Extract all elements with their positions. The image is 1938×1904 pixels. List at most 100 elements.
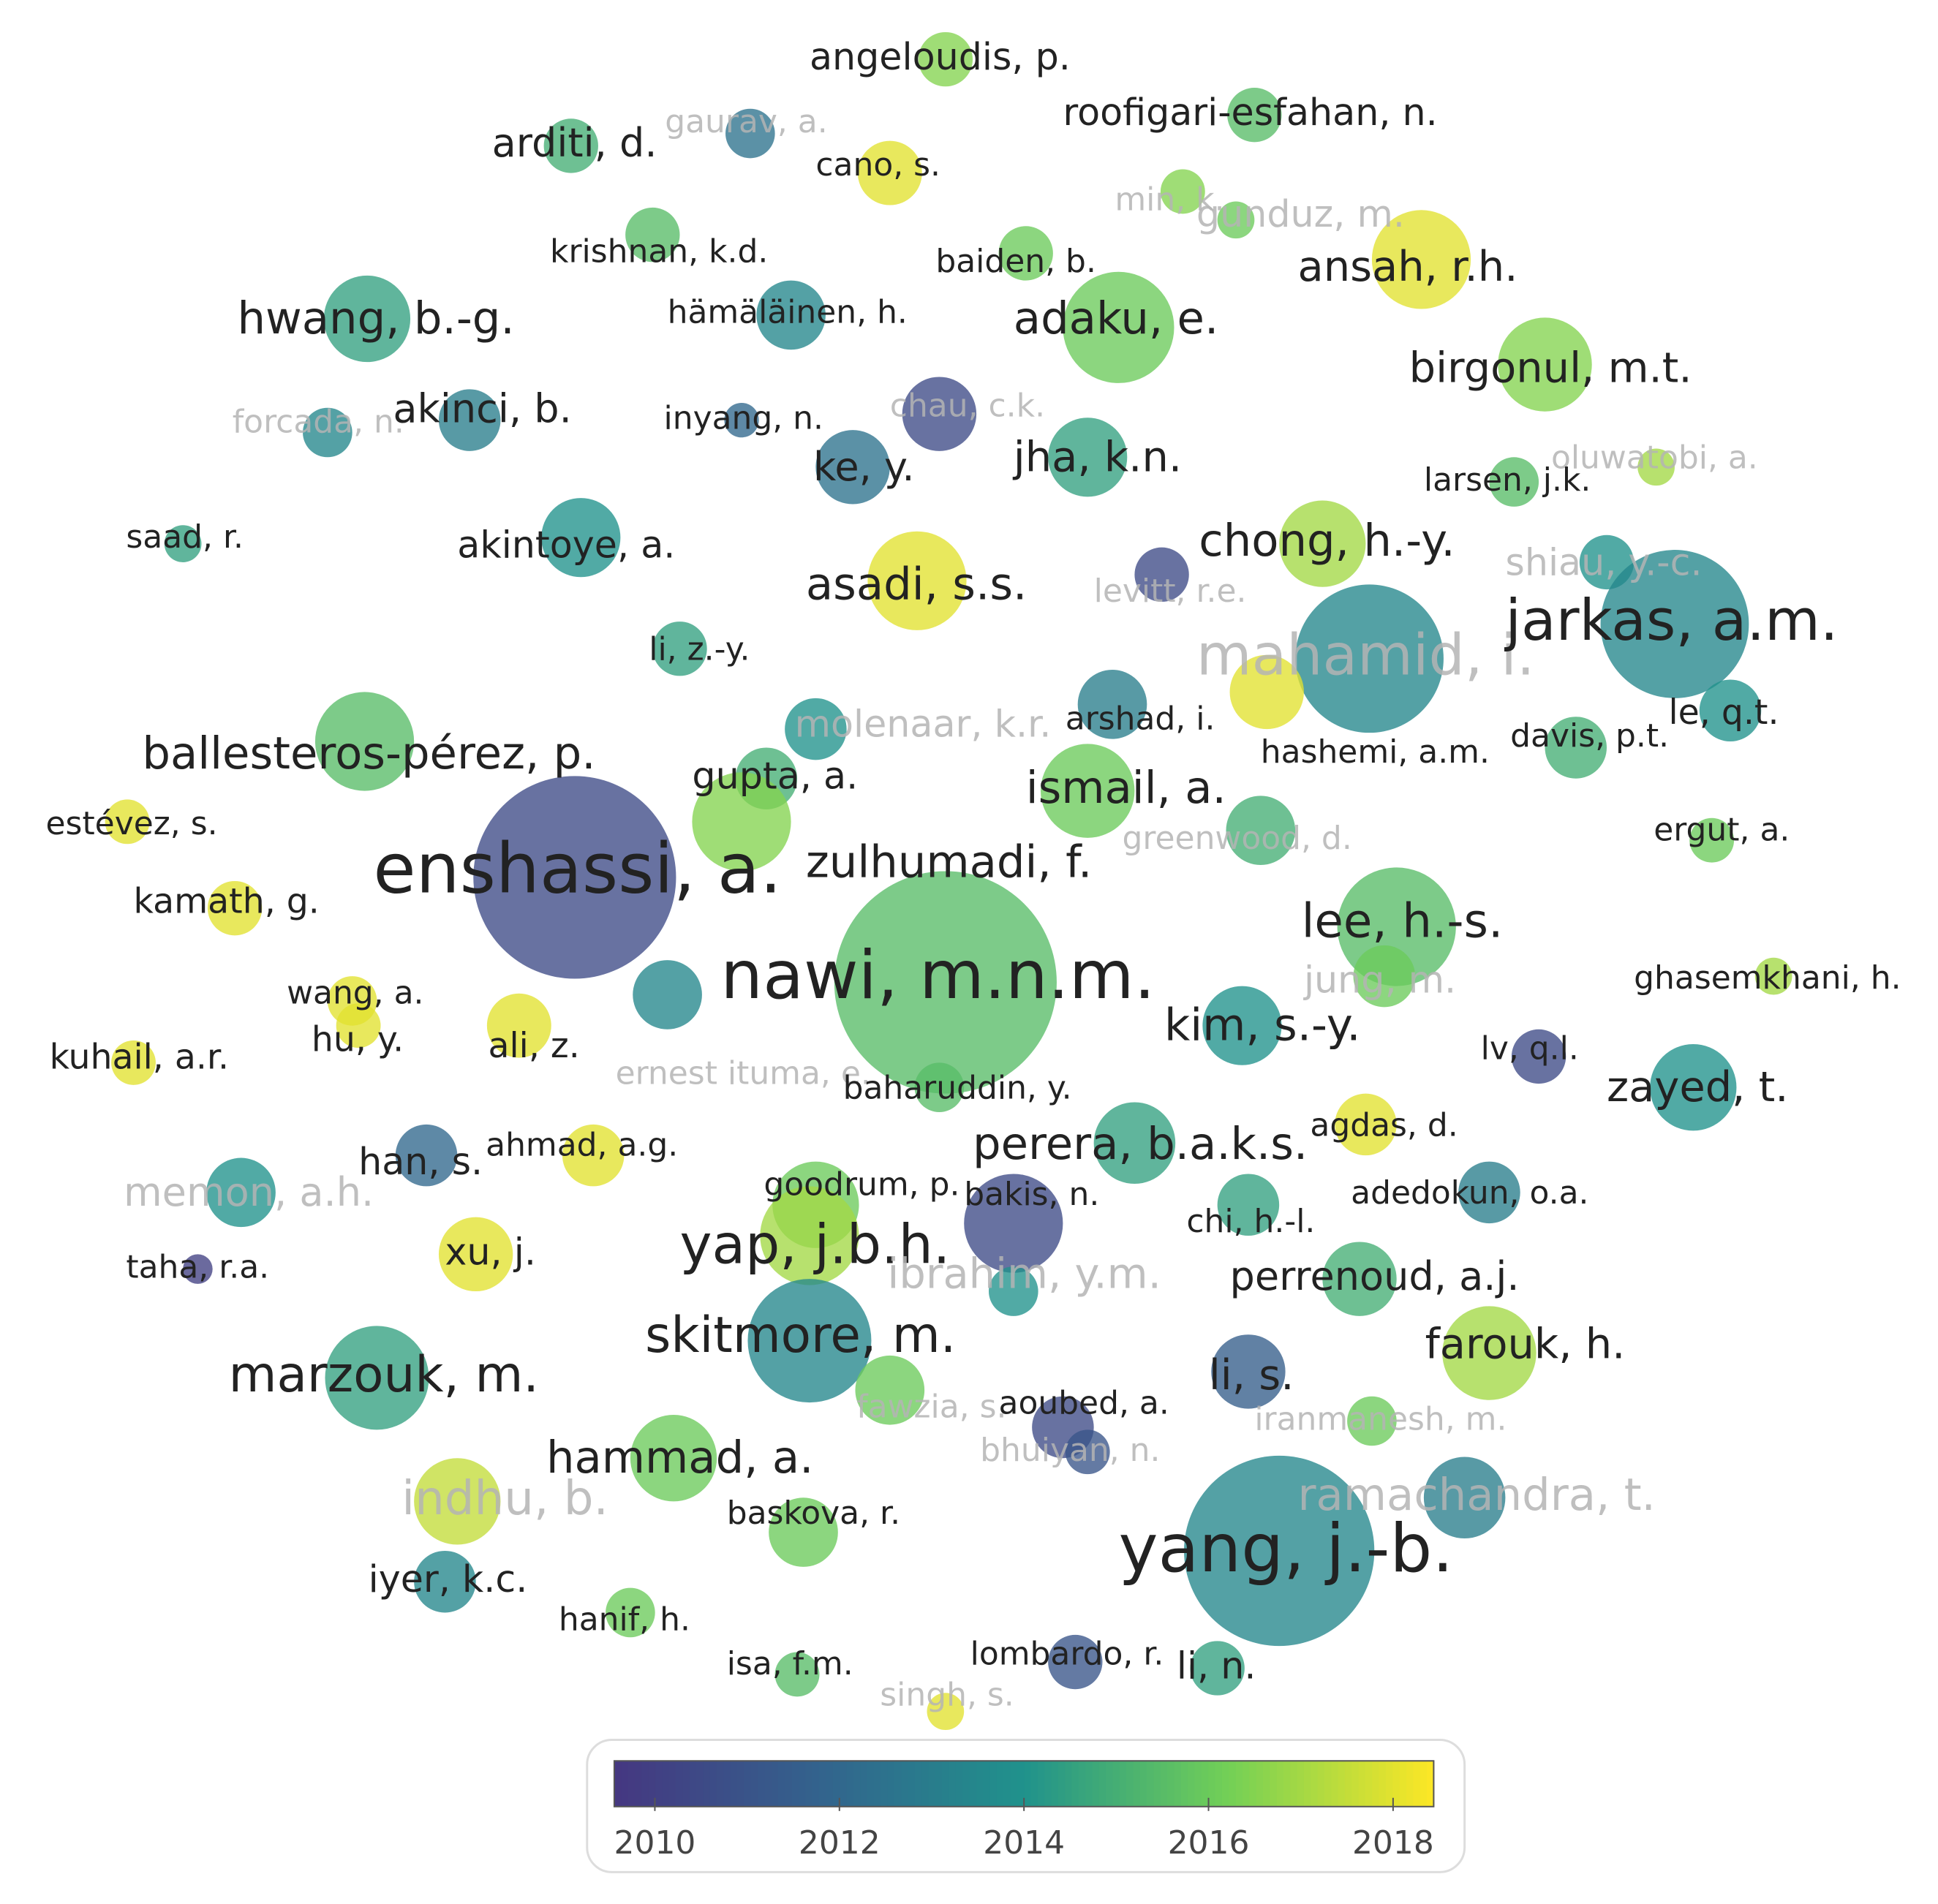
colorbar-cell [887,1761,895,1807]
colorbar-cell [695,1761,704,1807]
colorbar-cell [1106,1761,1114,1807]
colorbar-cell [873,1761,882,1807]
node-label: gunduz, m. [1196,192,1405,235]
colorbar-cell [921,1761,930,1807]
node-bubble [1065,1429,1110,1475]
node-label: taha, r.a. [126,1249,269,1286]
colorbar-tick-label: 2016 [1168,1824,1250,1862]
node-bubble [1295,584,1444,733]
node-bubble [692,772,791,872]
colorbar-cell [1057,1761,1066,1807]
colorbar-cell [1290,1761,1298,1807]
node-bubble [1279,500,1366,587]
node-label: indhu, b. [401,1471,608,1526]
colorbar-cell [1249,1761,1257,1807]
colorbar-cell [1167,1761,1175,1807]
node-label: hanif, h. [559,1601,690,1638]
node-label: arditi, d. [492,120,657,166]
node-bubble [989,1266,1038,1316]
colorbar-tick-label: 2010 [614,1824,696,1862]
colorbar-cell [942,1761,950,1807]
colorbar-cell [914,1761,923,1807]
colorbar-cell [771,1761,780,1807]
node-label: hämäläinen, h. [668,293,908,330]
colorbar-cell [1413,1761,1421,1807]
colorbar-cell [1133,1761,1141,1807]
colorbar-cell [716,1761,725,1807]
node-label: wang, a. [287,974,423,1011]
colorbar-cell [1147,1761,1155,1807]
colorbar-cell [1160,1761,1169,1807]
node-label: isa, f.m. [727,1645,853,1682]
colorbar-cell [648,1761,656,1807]
node-label: levitt, r.e. [1094,573,1247,610]
node-bubble [1353,945,1416,1008]
colorbar-cell [1098,1761,1107,1807]
colorbar-cell [744,1761,752,1807]
node-label: marzouk, m. [229,1345,539,1403]
colorbar-cell [976,1761,984,1807]
node-label: ke, y. [813,444,915,490]
node-label: angeloudis, p. [810,35,1071,78]
node-label: min, k. [1115,181,1224,218]
node-bubble [1371,210,1471,309]
node-bubble [1077,669,1147,739]
node-bubble [1442,1306,1537,1400]
node-label: gupta, a. [692,755,858,798]
node-bubble [303,407,352,458]
colorbar-cell [668,1761,676,1807]
colorbar-cell [1338,1761,1346,1807]
node-label: perrenoud, a.j. [1230,1253,1520,1299]
colorbar-cell [1303,1761,1312,1807]
node-bubble [918,31,973,87]
colorbar-cell [955,1761,964,1807]
colorbar-cell [1372,1761,1380,1807]
node-label: han, s. [358,1140,483,1183]
node-bubble [914,1062,965,1112]
colorbar-cell [1092,1761,1100,1807]
node-label: goodrum, p. [763,1166,959,1203]
node-label: hashemi, a.m. [1261,733,1490,771]
node-bubble [1754,957,1792,995]
node-bubble [323,275,411,363]
labels: angeloudis, p. roofigari-esfahan, n. ardit… [46,35,1901,1713]
node-label: larsen, j.k. [1424,461,1591,499]
node-label: adedokun, o.a. [1351,1174,1588,1212]
node-bubble [1650,1044,1737,1131]
node-bubble [1423,1457,1506,1539]
node-label: kuhail, a.r. [50,1037,229,1077]
node-label: farouk, h. [1425,1320,1626,1369]
node-label: bakis, n. [964,1176,1099,1213]
node-label: jarkas, a.m. [1504,588,1838,654]
colorbar-cell [750,1761,759,1807]
colorbar-cell [703,1761,711,1807]
colorbar-cell [1351,1761,1360,1807]
node-bubble [473,776,676,979]
node-bubble [606,1587,655,1638]
colorbar-cell [1215,1761,1223,1807]
node-bubble [857,140,922,205]
node-label: molenaar, k.r. [795,703,1052,746]
colorbar-cell [1051,1761,1059,1807]
colorbar-cell [627,1761,636,1807]
node-bubble [164,525,202,562]
node-label: inyang, n. [664,400,823,437]
colorbar-cell [1139,1761,1148,1807]
colorbar-cell [778,1761,786,1807]
colorbar-cell [614,1761,622,1807]
colorbar-cell [1030,1761,1038,1807]
node-label: iranmanesh, m. [1254,1401,1507,1438]
colorbar-cell [1194,1761,1202,1807]
colorbar-cell [860,1761,868,1807]
node-label: skitmore, m. [645,1306,956,1364]
node-label: le, q.t. [1669,692,1779,733]
node-bubble [395,1124,458,1187]
colorbar-cell [730,1761,739,1807]
node-label: forcada, n. [233,404,404,441]
colorbar-cell [1037,1761,1046,1807]
colorbar-cell [1180,1761,1189,1807]
node-label: ramachandra, t. [1298,1470,1656,1521]
colorbar-cell [819,1761,827,1807]
